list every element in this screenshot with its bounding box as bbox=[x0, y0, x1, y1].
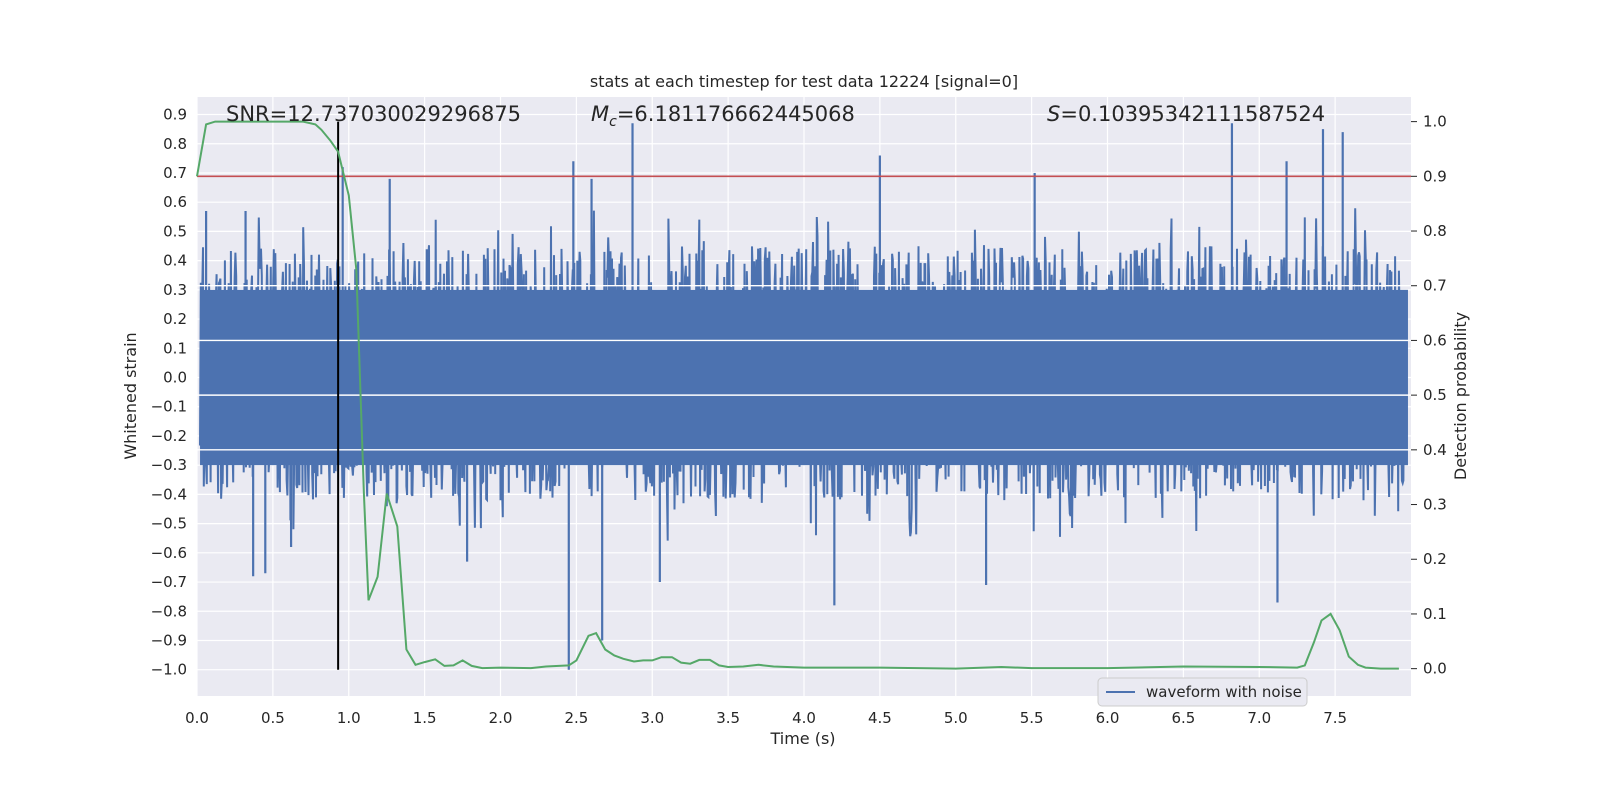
y-right-axis-label: Detection probability bbox=[1451, 312, 1470, 480]
chart-title: stats at each timestep for test data 122… bbox=[590, 72, 1018, 91]
x-tick-label: 4.0 bbox=[792, 709, 816, 727]
y-right-tick-label: 0.4 bbox=[1423, 441, 1447, 459]
y-right-tick-label: 0.7 bbox=[1423, 277, 1447, 295]
annotations: SNR=12.737030029296875 Mc=6.181176662445… bbox=[226, 102, 1325, 130]
y-left-tick-label: −0.3 bbox=[151, 456, 187, 474]
x-tick-label: 7.5 bbox=[1323, 709, 1347, 727]
y-left-tick-label: 0.3 bbox=[163, 281, 187, 299]
y-left-tick-label: 0.4 bbox=[163, 252, 187, 270]
x-tick-label: 1.5 bbox=[413, 709, 437, 727]
mc-value: =6.181176662445068 bbox=[617, 102, 855, 126]
legend-label-waveform: waveform with noise bbox=[1146, 683, 1302, 701]
y-left-tick-label: 0.0 bbox=[163, 369, 187, 387]
mc-symbol: M bbox=[591, 102, 609, 126]
y-left-tick-label: −0.7 bbox=[151, 573, 187, 591]
snr-annotation: SNR=12.737030029296875 bbox=[226, 102, 521, 126]
x-tick-label: 0.5 bbox=[261, 709, 285, 727]
x-axis-label: Time (s) bbox=[769, 729, 835, 748]
x-tick-label: 2.0 bbox=[489, 709, 513, 727]
y-left-tick-label: −0.2 bbox=[151, 427, 187, 445]
x-tick-label: 4.5 bbox=[868, 709, 892, 727]
x-tick-label: 6.5 bbox=[1171, 709, 1195, 727]
x-tick-label: 1.0 bbox=[337, 709, 361, 727]
mc-subscript: c bbox=[609, 114, 617, 130]
y-left-tick-label: −1.0 bbox=[151, 661, 187, 679]
y-left-tick-label: −0.1 bbox=[151, 398, 187, 416]
waveform-series bbox=[199, 123, 1408, 670]
y-left-tick-label: −0.8 bbox=[151, 602, 187, 620]
y-left-tick-label: 0.8 bbox=[163, 135, 187, 153]
waveform-core bbox=[200, 289, 1408, 466]
legend: waveform with noise bbox=[1097, 677, 1308, 707]
y-right-tick-label: 0.2 bbox=[1423, 550, 1447, 568]
s-symbol: S bbox=[1047, 102, 1060, 126]
y-left-tick-label: 0.1 bbox=[163, 339, 187, 357]
overlay-lines bbox=[197, 121, 1411, 670]
y-left-tick-label: 0.9 bbox=[163, 106, 187, 124]
y-left-axis-label: Whitened strain bbox=[121, 332, 140, 459]
y-right-tick-label: 0.1 bbox=[1423, 605, 1447, 623]
y-left-tick-label: 0.6 bbox=[163, 193, 187, 211]
probability-line bbox=[196, 120, 1399, 670]
y-left-tick-label: −0.5 bbox=[151, 515, 187, 533]
y-right-tick-label: 0.3 bbox=[1423, 496, 1447, 514]
chirp-mass-annotation: Mc=6.181176662445068 bbox=[591, 102, 855, 130]
s-value: =0.10395342111587524 bbox=[1060, 102, 1325, 126]
y-left-tick-labels: 0.9 0.8 0.7 0.6 0.5 0.4 0.3 0.2 0.1 0.0 −0.1 −0.2 −0… bbox=[151, 106, 187, 679]
y-right-tick-label: 0.9 bbox=[1423, 167, 1447, 185]
y-left-tick-label: 0.7 bbox=[163, 164, 187, 182]
x-tick-label: 7.0 bbox=[1247, 709, 1271, 727]
y-left-tick-label: 0.2 bbox=[163, 310, 187, 328]
legend-box bbox=[1097, 677, 1308, 707]
x-tick-label: 5.0 bbox=[944, 709, 968, 727]
y-right-tick-label: 0.0 bbox=[1423, 660, 1447, 678]
y-left-tick-label: −0.9 bbox=[151, 631, 187, 649]
probability-series bbox=[196, 120, 1399, 670]
y-left-tick-label: −0.4 bbox=[151, 485, 187, 503]
y-left-tick-label: −0.6 bbox=[151, 544, 187, 562]
x-tick-label: 5.5 bbox=[1020, 709, 1044, 727]
y-right-tick-label: 0.5 bbox=[1423, 386, 1447, 404]
y-right-tick-label: 0.8 bbox=[1423, 222, 1447, 240]
y-right-tick-label: 0.6 bbox=[1423, 331, 1447, 349]
y-left-tick-label: 0.5 bbox=[163, 222, 187, 240]
x-tick-label: 0.0 bbox=[185, 709, 209, 727]
s-annotation: S=0.10395342111587524 bbox=[1047, 102, 1325, 126]
y-right-tick-labels: 1.0 0.9 0.8 0.7 0.6 0.5 0.4 0.3 0.2 0.1 0.0 bbox=[1411, 113, 1447, 678]
x-tick-label: 6.0 bbox=[1096, 709, 1120, 727]
x-tick-label: 2.5 bbox=[564, 709, 588, 727]
y-right-tick-label: 1.0 bbox=[1423, 113, 1447, 131]
x-tick-label: 3.5 bbox=[716, 709, 740, 727]
x-tick-labels: 0.0 0.5 1.0 1.5 2.0 2.5 3.0 3.5 4.0 4.5 5.0 5.5 6.0 6… bbox=[185, 709, 1347, 727]
x-tick-label: 3.0 bbox=[640, 709, 664, 727]
